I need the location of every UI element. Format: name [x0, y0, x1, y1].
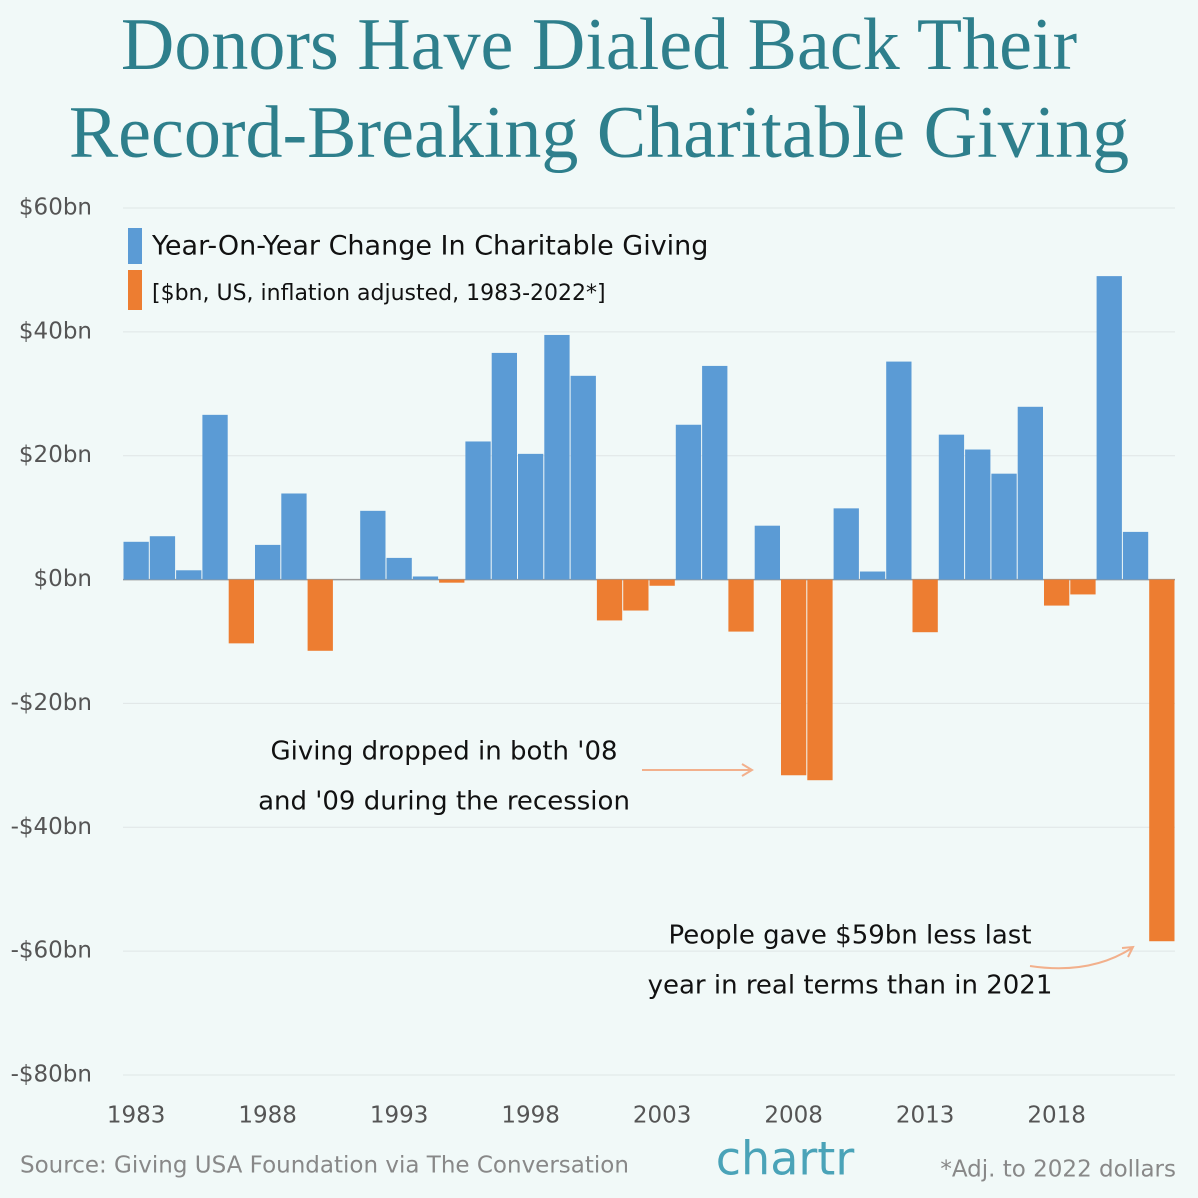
x-tick-label: 1988 — [238, 1103, 297, 1129]
bar — [491, 352, 517, 580]
bar — [1017, 406, 1043, 580]
x-tick-label: 2018 — [1027, 1103, 1086, 1129]
annotation: Giving dropped in both '08 — [270, 737, 617, 767]
bar — [149, 536, 176, 580]
x-tick-label: 1998 — [501, 1103, 560, 1129]
legend-swatch — [128, 270, 142, 310]
bar — [886, 361, 912, 580]
annotation: People gave $59bn less last — [668, 921, 1031, 951]
bar — [754, 525, 780, 580]
annotation: and '09 during the recession — [258, 787, 630, 817]
annotation: year in real terms than in 2021 — [648, 971, 1053, 1001]
bar — [570, 375, 596, 580]
bar — [912, 579, 938, 633]
bar — [807, 579, 833, 781]
bar — [859, 571, 886, 580]
bar — [781, 579, 807, 776]
y-tick-label: -$20bn — [11, 690, 92, 716]
legend-label: [$bn, US, inflation adjusted, 1983-2022*… — [152, 281, 606, 306]
bar — [412, 576, 439, 580]
bar — [965, 449, 991, 580]
bar — [833, 508, 859, 580]
bar — [386, 557, 412, 580]
x-tick-label: 2008 — [764, 1103, 823, 1129]
x-tick-label: 2003 — [633, 1103, 692, 1129]
y-tick-label: -$60bn — [11, 938, 92, 964]
x-tick-label: 1983 — [107, 1103, 166, 1129]
legend-swatch — [128, 228, 142, 264]
bar — [307, 579, 333, 651]
bar — [1070, 579, 1096, 595]
bar — [1122, 531, 1149, 580]
bar — [518, 453, 544, 580]
bar — [465, 441, 491, 580]
arrow — [642, 763, 754, 777]
bar — [281, 493, 307, 580]
footnote: *Adj. to 2022 dollars — [940, 1157, 1176, 1183]
y-tick-label: -$80bn — [11, 1062, 92, 1088]
bar — [176, 570, 202, 580]
bar — [123, 541, 149, 580]
bar — [439, 579, 465, 583]
title: Record-Breaking Charitable Giving — [69, 92, 1129, 174]
bar — [649, 579, 675, 586]
x-tick-label: 2013 — [896, 1103, 955, 1129]
bar — [544, 334, 570, 580]
bar — [596, 579, 623, 621]
bar — [1149, 579, 1175, 942]
bar — [228, 579, 254, 644]
bar — [255, 544, 281, 580]
logo: chartr — [716, 1132, 855, 1186]
y-tick-label: -$40bn — [11, 814, 92, 840]
bar — [938, 434, 965, 580]
bar — [728, 579, 754, 632]
legend-label: Year-On-Year Change In Charitable Giving — [151, 231, 708, 262]
bar — [991, 473, 1017, 580]
bar — [702, 365, 728, 580]
title: Donors Have Dialed Back Their — [121, 4, 1077, 86]
bar — [1044, 579, 1070, 606]
bar — [202, 414, 228, 580]
bar — [623, 579, 649, 611]
x-tick-label: 1993 — [370, 1103, 429, 1129]
y-tick-label: $40bn — [19, 318, 92, 344]
arrow — [1029, 945, 1135, 970]
source: Source: Giving USA Foundation via The Co… — [20, 1153, 629, 1179]
bar — [360, 510, 386, 580]
plot: $60bn $40bn $20bn $0bn -$20bn -$40bn -$60bn -$8… — [11, 195, 1175, 1129]
y-tick-label: $20bn — [19, 442, 92, 468]
bar — [675, 424, 702, 580]
y-tick-label: $0bn — [34, 566, 92, 592]
y-tick-label: $60bn — [19, 195, 92, 221]
bar — [1096, 276, 1122, 580]
